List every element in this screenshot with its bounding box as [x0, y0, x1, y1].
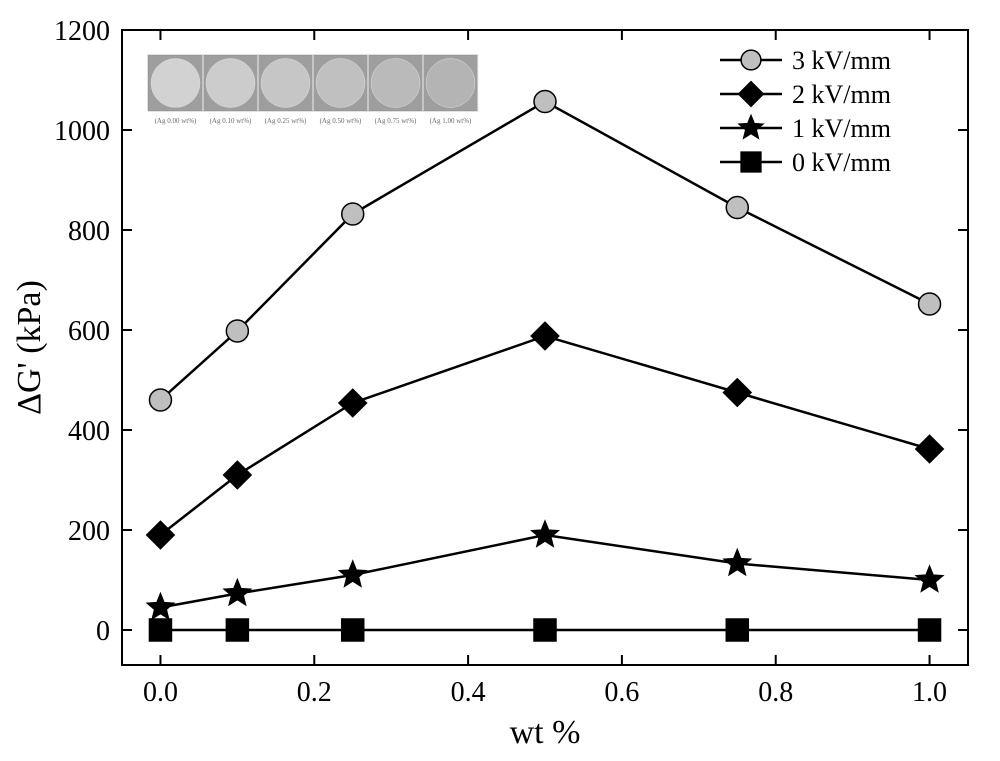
marker-square [741, 152, 761, 172]
y-tick-label: 1200 [54, 16, 110, 47]
y-tick-label: 0 [96, 616, 110, 647]
y-tick-label: 200 [68, 516, 110, 547]
marker-square [726, 619, 748, 641]
inset-photo: (Ag 0.00 wt%) (Ag 0.10 wt%) (Ag 0.25 wt%) (… [148, 55, 478, 125]
marker-square [919, 619, 941, 641]
chart-container: 0.0 0.2 0.4 0.6 0.8 1.0 0 200 400 600 800 1000 1200 w… [0, 0, 1000, 761]
marker-star [224, 580, 250, 605]
marker-diamond [531, 322, 559, 350]
y-tick-label: 600 [68, 316, 110, 347]
marker-star [724, 550, 750, 575]
x-tick-label: 0.2 [297, 677, 332, 708]
x-tick-label: 0.6 [604, 677, 639, 708]
series [149, 619, 940, 641]
marker-circle [226, 320, 248, 342]
series-line [160, 535, 929, 608]
marker-circle [342, 203, 364, 225]
marker-circle [919, 293, 941, 315]
marker-square [342, 619, 364, 641]
legend-label: 0 kV/mm [792, 148, 891, 177]
x-axis-label: wt % [510, 714, 581, 751]
y-axis-label: ΔG' (kPa) [11, 280, 48, 415]
marker-square [534, 619, 556, 641]
marker-star [340, 561, 366, 586]
x-tick-label: 0.0 [143, 677, 178, 708]
marker-circle [149, 389, 171, 411]
series-line [160, 336, 929, 535]
marker-circle [726, 197, 748, 219]
inset-sample-label: (Ag 0.10 wt%) [210, 117, 252, 125]
series [147, 322, 944, 549]
y-tick-label: 800 [68, 216, 110, 247]
marker-square [149, 619, 171, 641]
inset-sample-label: (Ag 0.75 wt%) [375, 117, 417, 125]
marker-circle [534, 91, 556, 113]
marker-diamond [739, 82, 764, 107]
inset-sample-label: (Ag 0.50 wt%) [320, 117, 362, 125]
marker-star [147, 594, 173, 619]
series-line [160, 102, 929, 401]
chart-svg: 0.0 0.2 0.4 0.6 0.8 1.0 0 200 400 600 800 1000 1200 w… [0, 0, 1000, 761]
inset-sample-circle [371, 59, 420, 108]
x-tick-label: 0.8 [758, 677, 793, 708]
marker-star [916, 566, 942, 591]
marker-square [226, 619, 248, 641]
x-tick-label: 1.0 [912, 677, 947, 708]
y-tick-label: 400 [68, 416, 110, 447]
inset-sample-label: (Ag 0.00 wt%) [155, 117, 197, 125]
marker-star [532, 521, 558, 546]
legend-label: 1 kV/mm [792, 114, 891, 143]
marker-diamond [724, 379, 752, 407]
inset-sample-circle [426, 59, 475, 108]
inset-sample-circle [151, 59, 200, 108]
inset-sample-label: (Ag 0.25 wt%) [265, 117, 307, 125]
series [147, 521, 942, 618]
marker-diamond [339, 389, 367, 417]
legend-label: 3 kV/mm [792, 46, 891, 75]
marker-diamond [147, 521, 175, 549]
inset-sample-circle [316, 59, 365, 108]
legend-label: 2 kV/mm [792, 80, 891, 109]
inset-sample-label: (Ag 1.00 wt%) [430, 117, 472, 125]
marker-star [739, 116, 763, 138]
marker-diamond [916, 435, 944, 463]
y-tick-label: 1000 [54, 116, 110, 147]
marker-diamond [224, 461, 252, 489]
marker-circle [741, 50, 761, 70]
x-tick-label: 0.4 [451, 677, 486, 708]
inset-sample-circle [261, 59, 310, 108]
inset-sample-circle [206, 59, 255, 108]
